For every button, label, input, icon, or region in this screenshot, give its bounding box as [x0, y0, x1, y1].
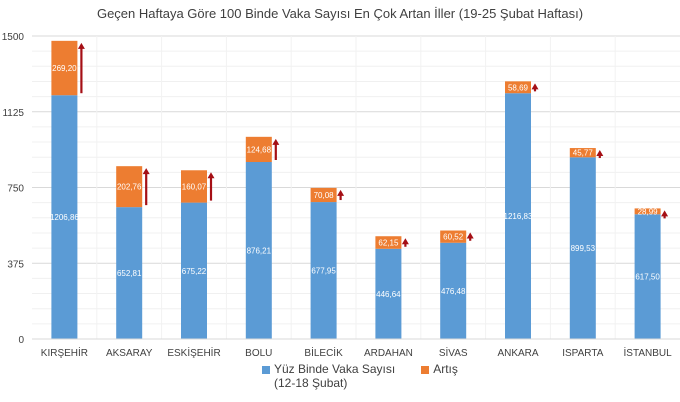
- data-label-base: 677,95: [311, 267, 336, 276]
- bar-increase: [116, 166, 143, 208]
- y-tick-label: 1500: [2, 32, 25, 43]
- legend-label-base-period: (12-18 Şubat): [274, 376, 348, 390]
- legend-item-increase: Artış: [421, 362, 458, 390]
- increase-arrow-head: [337, 189, 345, 196]
- increase-arrow-head: [207, 172, 215, 179]
- legend: Yüz Binde Vaka Sayısı (12-18 Şubat) Artı…: [262, 362, 458, 390]
- data-label-base: 617,50: [635, 273, 660, 282]
- y-tick-label: 0: [18, 335, 24, 346]
- bar-increase: [310, 187, 337, 203]
- chart-title: Geçen Haftaya Göre 100 Binde Vaka Sayısı…: [96, 6, 584, 21]
- bar-increase: [181, 170, 207, 203]
- data-label-increase: 70,08: [314, 191, 335, 200]
- increase-arrow-head: [661, 210, 669, 217]
- y-tick-label: 375: [7, 259, 24, 270]
- bar-base: [634, 214, 661, 339]
- bar-increase: [440, 230, 467, 243]
- bar-increase: [569, 148, 596, 158]
- increase-arrow-head: [466, 232, 474, 239]
- bar-base: [505, 93, 531, 339]
- data-label-increase: 58,69: [508, 83, 529, 92]
- increase-arrow-head: [77, 42, 85, 49]
- legend-swatch-increase: [421, 366, 430, 374]
- data-label-base: 476,48: [441, 287, 466, 296]
- legend-label-base: Yüz Binde Vaka Sayısı: [274, 362, 396, 376]
- data-label-base: 675,22: [182, 267, 207, 276]
- data-label-base: 1216,83: [504, 212, 533, 221]
- bar-increase: [505, 81, 531, 94]
- data-label-base: 876,21: [247, 247, 272, 256]
- data-label-increase: 160,07: [182, 182, 207, 191]
- x-tick-label: ANKARA: [497, 348, 538, 359]
- data-label-increase: 62,15: [378, 239, 399, 248]
- data-label-increase: 28,99: [638, 207, 659, 216]
- bar-base: [181, 202, 207, 339]
- data-label-increase: 60,52: [443, 233, 464, 242]
- y-tick-label: 750: [7, 184, 24, 195]
- data-label-increase: 124,68: [247, 145, 272, 154]
- bar-base: [440, 242, 467, 339]
- bar-base: [310, 202, 337, 339]
- data-label-increase: 202,76: [117, 183, 142, 192]
- x-tick-label: KIRŞEHİR: [41, 346, 88, 359]
- legend-swatch-base: [262, 366, 270, 374]
- increase-arrow-head: [596, 150, 604, 157]
- bar-increase: [375, 236, 402, 249]
- bar-base: [569, 157, 596, 339]
- x-tick-label: ISPARTA: [562, 348, 603, 359]
- x-tick-label: BİLECİK: [304, 346, 343, 359]
- bar-base: [51, 95, 78, 339]
- x-tick-label: ESKİŞEHİR: [167, 346, 220, 359]
- bar-increase: [634, 208, 661, 215]
- bar-increase: [245, 136, 272, 163]
- legend-item-base: Yüz Binde Vaka Sayısı (12-18 Şubat): [262, 362, 395, 390]
- x-tick-label: BOLU: [245, 348, 272, 359]
- bar-base: [245, 162, 272, 339]
- data-label-base: 652,81: [117, 269, 142, 278]
- increase-arrow-head: [401, 238, 409, 245]
- x-tick-label: SİVAS: [439, 346, 468, 359]
- increase-arrow-head: [142, 168, 150, 175]
- increase-arrow-head: [272, 138, 280, 145]
- data-label-base: 1206,86: [50, 213, 79, 222]
- x-tick-label: İSTANBUL: [624, 346, 673, 359]
- data-label-base: 899,53: [571, 244, 596, 253]
- bar-base: [116, 207, 143, 339]
- bar-base: [375, 248, 402, 339]
- data-label-increase: 45,77: [573, 149, 594, 158]
- y-tick-label: 1125: [2, 108, 24, 119]
- x-tick-label: AKSARAY: [106, 348, 153, 359]
- x-tick-label: ARDAHAN: [364, 348, 413, 359]
- increase-arrow-head: [531, 83, 539, 90]
- legend-label-increase: Artış: [433, 362, 458, 376]
- data-label-base: 446,64: [376, 290, 401, 299]
- data-label-increase: 269,20: [52, 64, 77, 73]
- bar-increase: [51, 40, 78, 96]
